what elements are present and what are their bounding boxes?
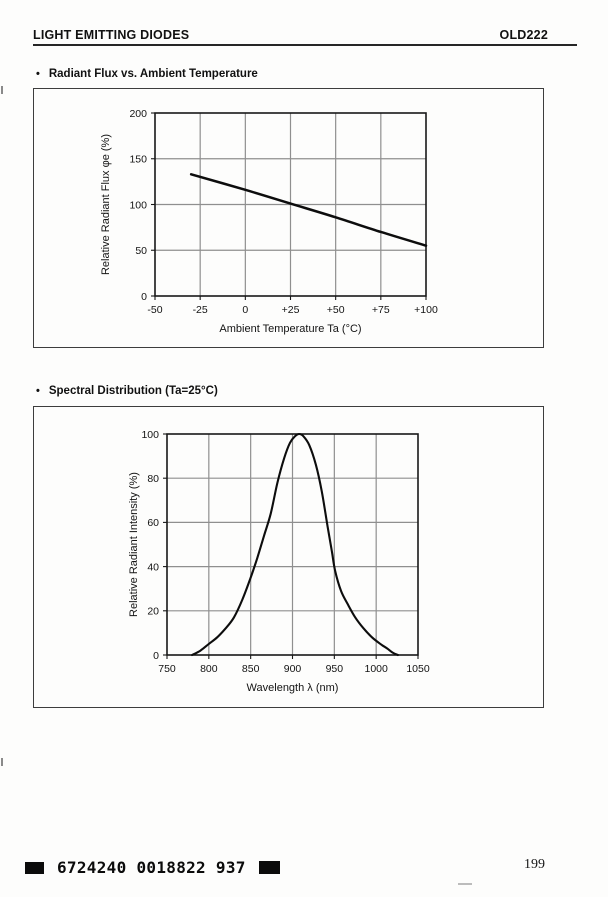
scan-artifact-mark	[1, 86, 3, 94]
svg-text:60: 60	[147, 517, 159, 529]
svg-text:80: 80	[147, 473, 159, 485]
document-code-text: 6724240 0018822 937	[57, 858, 246, 877]
svg-text:150: 150	[129, 154, 147, 166]
svg-text:100: 100	[141, 429, 159, 441]
radiant-flux-vs-temperature-chart: -50 -25 0 +25 +50 +75 +100 0 50 100 150 200 Ambient …	[100, 108, 438, 335]
radiant-flux-chart-frame: -50 -25 0 +25 +50 +75 +100 0 50 100 150 200 Ambient …	[33, 88, 544, 348]
svg-text:0: 0	[242, 304, 248, 316]
svg-text:0: 0	[153, 650, 159, 662]
solid-square-icon	[258, 861, 280, 874]
solid-square-icon	[25, 861, 44, 874]
svg-text:40: 40	[147, 561, 159, 573]
svg-text:800: 800	[200, 663, 218, 675]
section-title-label: Radiant Flux vs. Ambient Temperature	[48, 68, 258, 80]
svg-text:850: 850	[242, 663, 260, 675]
scan-artifact-dash	[458, 883, 472, 885]
header-rule	[33, 44, 577, 46]
svg-text:950: 950	[326, 663, 344, 675]
spectral-distribution-chart-frame: 750 800 850 900 950 1000 1050 0 20 40 60 80 100 Wavel…	[33, 406, 544, 708]
svg-text:Relative Radiant Flux φe (%): Relative Radiant Flux φe (%)	[100, 134, 112, 275]
page-title: LIGHT EMITTING DIODES	[33, 28, 190, 42]
svg-text:750: 750	[158, 663, 176, 675]
section-title-label: Spectral Distribution (Ta=25°C)	[48, 385, 218, 397]
svg-text:900: 900	[284, 663, 302, 675]
svg-text:+100: +100	[414, 304, 438, 316]
svg-text:1000: 1000	[364, 663, 388, 675]
spectral-distribution-chart: 750 800 850 900 950 1000 1050 0 20 40 60 80 100 Wavel…	[128, 429, 430, 694]
scan-artifact-mark	[1, 758, 3, 766]
svg-text:+50: +50	[327, 304, 345, 316]
svg-text:50: 50	[135, 245, 147, 257]
svg-text:Ambient Temperature Ta (°C): Ambient Temperature Ta (°C)	[219, 323, 361, 335]
svg-text:Wavelength λ (nm): Wavelength λ (nm)	[247, 682, 339, 694]
svg-text:-50: -50	[147, 304, 162, 316]
svg-text:100: 100	[129, 199, 147, 211]
part-number: OLD222	[499, 28, 548, 42]
svg-text:200: 200	[129, 108, 147, 120]
svg-text:+25: +25	[282, 304, 300, 316]
svg-text:Relative Radiant Intensity (%: Relative Radiant Intensity (%)	[128, 472, 140, 617]
svg-text:1050: 1050	[406, 663, 430, 675]
svg-text:20: 20	[147, 606, 159, 618]
bullet-icon: •	[36, 384, 40, 397]
footer-document-code: 6724240 0018822 937	[25, 858, 280, 877]
svg-text:-25: -25	[193, 304, 208, 316]
page-number: 199	[524, 857, 545, 872]
section-title-spectral-distribution: • Spectral Distribution (Ta=25°C)	[36, 385, 218, 397]
bullet-icon: •	[36, 67, 40, 80]
section-title-radiant-flux: • Radiant Flux vs. Ambient Temperature	[36, 68, 258, 80]
svg-text:+75: +75	[372, 304, 390, 316]
svg-text:0: 0	[141, 291, 147, 303]
